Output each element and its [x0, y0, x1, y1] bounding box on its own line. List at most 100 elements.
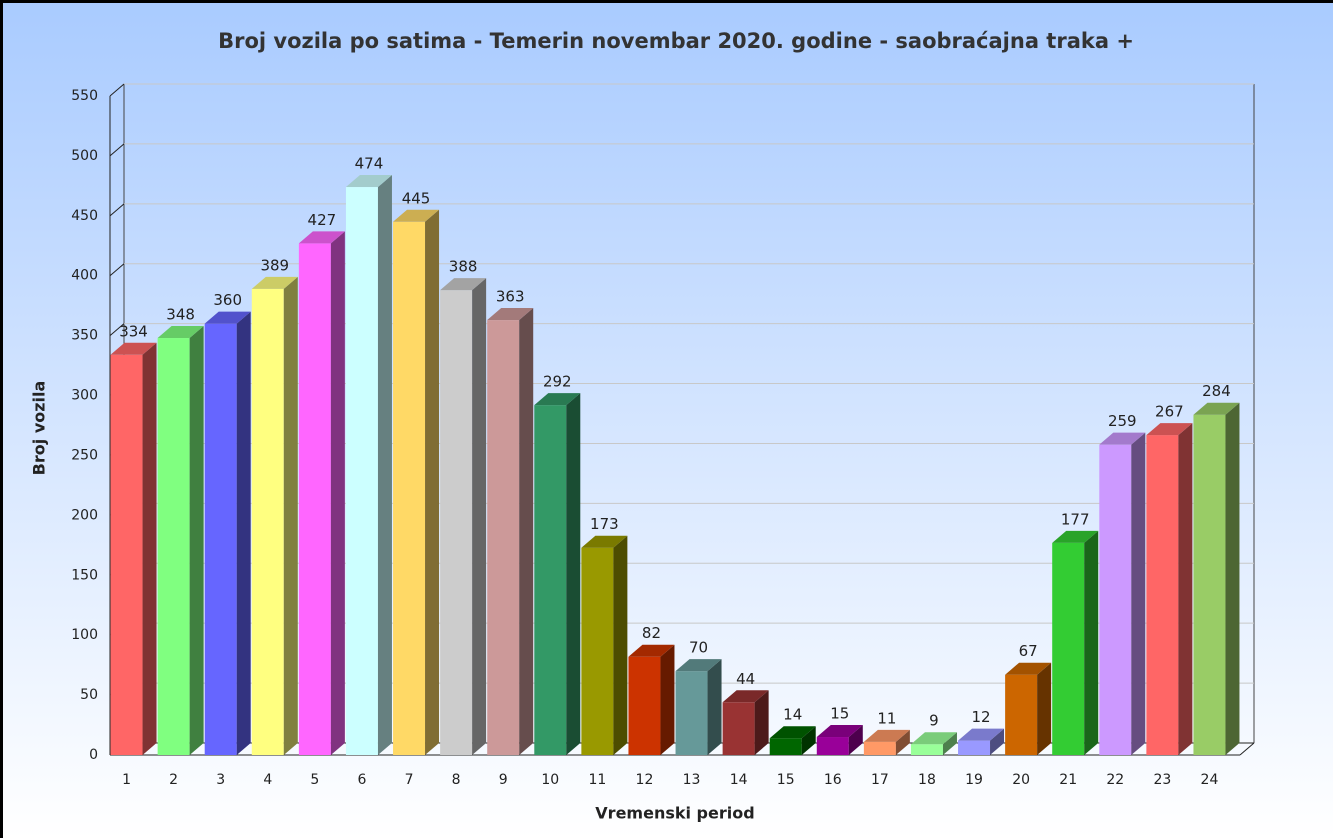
chart-title: Broj vozila po satima - Temerin novembar… [218, 29, 1134, 53]
bar-side [1037, 662, 1052, 755]
bar [722, 702, 755, 755]
bar-top [816, 725, 863, 738]
value-label: 9 [929, 712, 939, 730]
bar [251, 288, 284, 755]
value-label: 348 [166, 306, 195, 324]
bar-top [581, 535, 628, 548]
x-tick-label: 13 [683, 772, 701, 788]
x-tick-label: 5 [310, 772, 319, 788]
value-label: 177 [1061, 510, 1090, 528]
bar-side [660, 644, 675, 755]
value-label: 389 [260, 256, 289, 274]
bar-side [566, 393, 581, 755]
bar [345, 187, 378, 755]
x-tick-label: 12 [636, 772, 654, 788]
bar [769, 738, 802, 755]
bar [1099, 444, 1132, 755]
value-label: 44 [736, 670, 755, 688]
bar [440, 290, 473, 755]
bar-top [440, 278, 487, 291]
bar-top [487, 308, 534, 321]
bar [628, 656, 661, 755]
x-tick-label: 3 [216, 772, 225, 788]
x-tick-label: 21 [1059, 772, 1077, 788]
bar-side [283, 276, 298, 755]
bar [298, 243, 331, 756]
bar [958, 740, 991, 755]
x-tick-label: 10 [541, 772, 559, 788]
bar-top [1005, 662, 1052, 675]
x-tick-label: 17 [871, 772, 889, 788]
bar [1193, 414, 1226, 755]
y-tick-label: 500 [71, 148, 98, 164]
x-tick-label: 22 [1106, 772, 1124, 788]
bar-top [534, 393, 581, 406]
bar-top [958, 728, 1005, 741]
x-tick-label: 16 [824, 772, 842, 788]
bar-side [1084, 530, 1099, 755]
y-tick-label: 150 [71, 567, 98, 583]
value-label: 445 [402, 189, 431, 207]
x-axis-title: Vremenski period [595, 804, 754, 823]
value-label: 11 [877, 709, 896, 727]
bar-side [848, 725, 863, 755]
bar-top [910, 732, 957, 745]
y-tick-label: 300 [71, 388, 98, 404]
x-tick-label: 20 [1012, 772, 1030, 788]
value-label: 67 [1019, 642, 1038, 660]
bar-top [251, 276, 298, 289]
bar-top [863, 729, 910, 742]
value-label: 70 [689, 639, 708, 657]
value-label: 15 [830, 705, 849, 723]
bar-top [1146, 423, 1193, 436]
grid-diagonal [109, 143, 125, 157]
bar-top [1052, 530, 1099, 543]
x-tick-label: 23 [1153, 772, 1171, 788]
bar-top [675, 659, 722, 672]
bar-top [1193, 402, 1240, 415]
y-tick-label: 0 [89, 747, 98, 763]
y-tick-label: 250 [71, 447, 98, 463]
bar-side [895, 729, 910, 755]
bar-top [769, 726, 816, 739]
grid-diagonal [109, 263, 125, 277]
value-label: 360 [213, 291, 242, 309]
bar [487, 320, 520, 755]
bar [581, 547, 614, 755]
bar-top [110, 342, 157, 355]
x-tick-label: 9 [499, 772, 508, 788]
x-tick-label: 2 [169, 772, 178, 788]
bar-side [236, 311, 251, 755]
value-label: 284 [1202, 382, 1231, 400]
bar-side [801, 726, 816, 755]
bar-side [942, 732, 957, 755]
y-axis-title: Broj vozila [30, 381, 49, 476]
x-tick-label: 15 [777, 772, 795, 788]
bar [1146, 435, 1179, 755]
bar-side [377, 175, 392, 755]
grid-diagonal [109, 323, 125, 337]
y-tick-label: 550 [71, 88, 98, 104]
value-label: 82 [642, 624, 661, 642]
x-tick-label: 11 [588, 772, 606, 788]
y-tick-label: 450 [71, 208, 98, 224]
x-tick-label: 24 [1201, 772, 1219, 788]
bar-side [754, 690, 769, 755]
value-label: 334 [119, 322, 148, 340]
bar [675, 671, 708, 755]
bar-side [425, 209, 440, 756]
y-tick-label: 50 [80, 687, 98, 703]
bar-side [519, 308, 534, 755]
floor-right [1239, 742, 1255, 756]
value-label: 267 [1155, 403, 1184, 421]
x-tick-label: 19 [965, 772, 983, 788]
y-tick-label: 350 [71, 328, 98, 344]
bar-top [298, 231, 345, 244]
bar [204, 323, 237, 755]
bar-top [345, 175, 392, 188]
bar-top [157, 326, 204, 339]
value-label: 173 [590, 515, 619, 533]
bar [863, 741, 896, 755]
